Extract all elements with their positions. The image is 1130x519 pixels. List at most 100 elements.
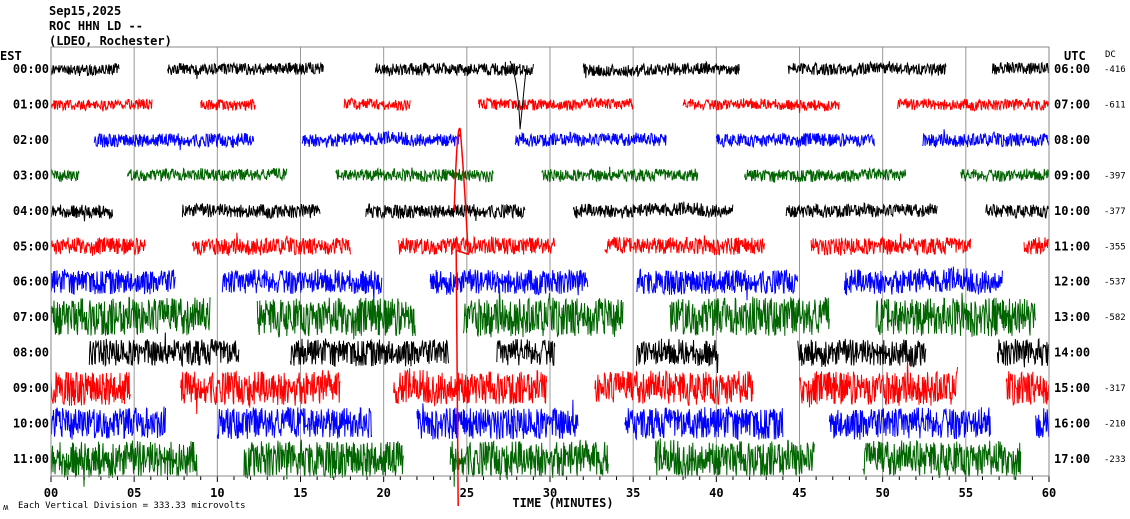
utc-label: 09:00	[1054, 168, 1090, 182]
seismic-trace	[191, 232, 351, 257]
x-axis-title: TIME (MINUTES)	[512, 496, 613, 510]
dc-value: -416	[1104, 65, 1126, 75]
utc-label: 07:00	[1054, 97, 1090, 111]
seismic-trace	[200, 98, 256, 112]
seismic-trace	[636, 338, 719, 374]
utc-label: 15:00	[1054, 381, 1090, 395]
seismic-trace	[50, 440, 198, 487]
dc-value: -397	[1104, 171, 1126, 181]
seismic-trace	[478, 96, 634, 111]
seismic-trace	[604, 235, 765, 256]
x-tick-label: 15	[293, 486, 307, 500]
est-label: 07:00	[13, 310, 49, 324]
seismic-trace	[166, 61, 324, 80]
seismic-trace	[582, 60, 740, 79]
seismic-trace	[127, 167, 288, 182]
seismic-trace	[787, 60, 947, 78]
seismic-trace	[181, 202, 321, 220]
seismic-trace	[843, 266, 1003, 296]
x-tick-label: 45	[792, 486, 806, 500]
est-label: 10:00	[13, 417, 49, 431]
dc-value: -233	[1104, 455, 1126, 465]
seismic-trace	[922, 129, 1050, 148]
est-label: 08:00	[13, 346, 49, 360]
plot-frame	[50, 46, 1050, 477]
x-tick-label: 30	[543, 486, 557, 500]
x-tick-label: 60	[1042, 486, 1056, 500]
dc-value: -355	[1104, 242, 1126, 252]
logo-glyph: ʍ	[3, 503, 9, 513]
seismic-trace	[93, 132, 255, 151]
seismic-trace	[669, 296, 830, 337]
seismic-trace	[744, 167, 907, 183]
station-title: ROC HHN LD --	[49, 19, 143, 33]
seismic-trace	[398, 235, 556, 256]
scale-note: Each Vertical Division = 333.33 microvol…	[18, 501, 246, 511]
seismic-trace	[1023, 237, 1049, 256]
utc-label: 08:00	[1054, 133, 1090, 147]
seismic-trace	[416, 399, 579, 441]
dc-title: DC	[1105, 50, 1116, 60]
seismic-trace	[996, 337, 1050, 368]
dc-value: -537	[1104, 278, 1126, 288]
seismic-trace	[797, 338, 927, 368]
seismic-trace	[496, 339, 556, 366]
seismic-trace	[290, 338, 449, 367]
est-label: 04:00	[13, 204, 49, 218]
est-label: 01:00	[13, 97, 49, 111]
x-tick-label: 00	[44, 486, 58, 500]
x-tick-label: 50	[875, 486, 889, 500]
seismic-trace	[897, 97, 1050, 112]
est-label: 05:00	[13, 239, 49, 253]
seismic-trace	[50, 204, 113, 222]
est-label: 11:00	[13, 452, 49, 466]
seismic-trace	[785, 202, 938, 219]
seismic-trace	[449, 439, 609, 487]
seismic-trace	[862, 439, 1022, 480]
seismic-trace	[50, 63, 120, 77]
seismic-trace	[301, 130, 461, 148]
seismic-trace	[88, 332, 240, 368]
date-title: Sep15,2025	[49, 4, 121, 18]
x-tick-label: 25	[460, 486, 474, 500]
utc-label: 12:00	[1054, 275, 1090, 289]
seismic-trace	[221, 268, 383, 301]
seismic-trace	[799, 360, 958, 408]
seismic-trace	[50, 169, 80, 183]
seismic-trace	[429, 269, 589, 296]
x-tick-label: 40	[709, 486, 723, 500]
utc-label: 11:00	[1054, 239, 1090, 253]
seismic-trace	[1035, 408, 1050, 439]
seismic-trace	[514, 131, 667, 148]
seismic-trace	[50, 237, 146, 256]
utc-label: 13:00	[1054, 310, 1090, 324]
seismic-trace	[463, 285, 624, 338]
seismic-trace	[624, 406, 784, 441]
dc-value: -377	[1104, 207, 1126, 217]
seismic-trace	[1005, 371, 1050, 407]
seismic-trace	[50, 406, 166, 440]
seismic-trace	[991, 61, 1050, 76]
seismic-trace	[50, 268, 176, 295]
event-spike	[453, 127, 469, 507]
seismic-trace	[335, 167, 494, 183]
seismic-trace	[180, 370, 341, 415]
seismic-trace	[960, 168, 1050, 183]
x-tick-label: 35	[626, 486, 640, 500]
est-label: 09:00	[13, 381, 49, 395]
utc-axis-title: UTC	[1064, 49, 1086, 63]
seismic-trace	[715, 132, 875, 149]
est-label: 02:00	[13, 133, 49, 147]
seismic-trace	[50, 371, 131, 406]
seismic-trace	[343, 97, 411, 112]
seismic-trace	[393, 368, 548, 407]
seismic-trace	[636, 268, 798, 301]
seismic-trace	[374, 61, 534, 77]
seismic-trace	[50, 98, 153, 112]
seismic-trace	[256, 297, 416, 340]
x-tick-label: 05	[127, 486, 141, 500]
utc-label: 14:00	[1054, 346, 1090, 360]
seismic-trace	[216, 406, 373, 440]
dc-value: -317	[1104, 384, 1126, 394]
